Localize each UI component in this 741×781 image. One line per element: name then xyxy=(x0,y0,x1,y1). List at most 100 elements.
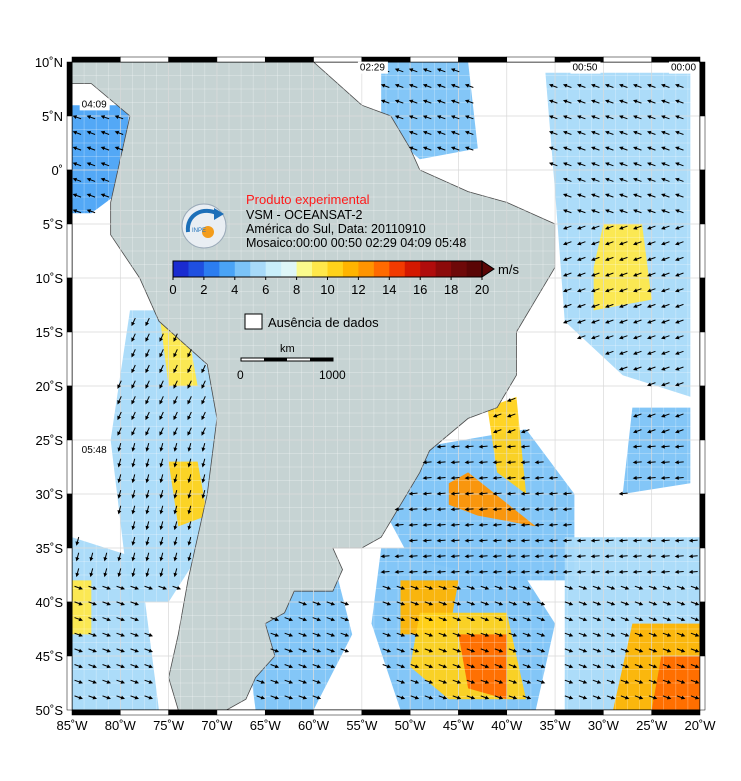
wind-arrow xyxy=(632,350,642,355)
wind-arrow xyxy=(690,632,700,637)
pass-time-label: 05:48 xyxy=(82,445,107,456)
wind-arrow xyxy=(576,162,586,167)
wind-arrow xyxy=(647,319,656,324)
wind-arrow xyxy=(436,444,446,449)
lat-tick-label: 35˚S xyxy=(36,541,64,556)
wind-arrow xyxy=(145,489,150,499)
wind-arrow xyxy=(187,411,192,421)
wind-arrow xyxy=(604,538,614,543)
wind-arrow xyxy=(562,272,572,277)
scale-start: 0 xyxy=(237,368,244,382)
wind-arrow xyxy=(424,617,434,622)
wind-arrow xyxy=(534,475,544,480)
lat-tick-label: 50˚S xyxy=(36,703,64,718)
wind-arrow xyxy=(646,538,656,543)
lon-tick-label: 55˚W xyxy=(346,718,378,733)
wind-arrow xyxy=(647,382,656,387)
colorbar-swatch xyxy=(312,261,328,277)
wind-arrow xyxy=(534,538,544,543)
wind-arrow xyxy=(298,679,308,684)
wind-arrow xyxy=(382,617,392,622)
wind-arrow xyxy=(117,458,122,468)
wind-arrow xyxy=(618,99,628,104)
wind-arrow xyxy=(634,617,644,622)
wind-arrow xyxy=(508,679,518,684)
wind-arrow xyxy=(187,505,192,515)
wind-arrow xyxy=(464,507,474,512)
wind-arrow xyxy=(436,569,446,574)
wind-arrow xyxy=(450,491,460,496)
wind-arrow xyxy=(396,617,406,622)
wind-arrow xyxy=(464,538,474,543)
lat-tick-label: 30˚S xyxy=(36,487,64,502)
wind-arrow xyxy=(145,521,150,531)
wind-arrow xyxy=(436,475,446,480)
wind-arrow xyxy=(494,632,504,637)
wind-arrow xyxy=(173,349,178,358)
wind-arrow xyxy=(408,99,418,104)
wind-arrow xyxy=(592,679,602,684)
wind-arrow xyxy=(464,522,474,527)
lon-tick-label: 25˚W xyxy=(636,718,668,733)
wind-arrow xyxy=(576,303,586,308)
wind-arrow xyxy=(508,664,518,669)
wind-arrow xyxy=(117,568,122,578)
wind-arrow xyxy=(604,303,614,308)
wind-arrow xyxy=(464,99,474,104)
wind-arrow xyxy=(662,648,672,653)
wind-arrow xyxy=(396,632,406,637)
wind-arrow xyxy=(660,444,670,449)
wind-arrow xyxy=(520,444,530,449)
wind-arrow xyxy=(564,679,574,684)
wind-arrow xyxy=(506,444,516,449)
wind-arrow xyxy=(117,552,122,562)
wind-arrow xyxy=(648,617,658,622)
wind-arrow xyxy=(450,538,460,543)
wind-arrow xyxy=(648,695,658,700)
lat-tick-label: 10˚N xyxy=(35,55,63,70)
wind-arrow xyxy=(508,632,518,637)
wind-arrow xyxy=(604,99,614,104)
wind-arrow xyxy=(270,695,280,700)
wind-arrow xyxy=(618,115,628,120)
wind-arrow xyxy=(382,648,392,653)
wind-arrow xyxy=(508,617,518,622)
wind-arrow xyxy=(131,396,136,405)
wind-arrow xyxy=(548,99,558,104)
wind-arrow xyxy=(534,554,544,559)
wind-arrow xyxy=(159,364,164,374)
wind-arrow xyxy=(102,679,111,684)
wind-arrow xyxy=(74,585,83,590)
wind-arrow xyxy=(422,554,432,559)
wind-arrow xyxy=(606,664,616,669)
wind-arrow xyxy=(632,115,642,120)
wind-arrow xyxy=(173,505,178,515)
wind-arrow xyxy=(618,256,628,261)
lon-tick-label: 85˚W xyxy=(56,718,88,733)
wind-arrow xyxy=(492,554,502,559)
wind-arrow xyxy=(130,585,140,590)
wind-arrow xyxy=(661,146,670,151)
wind-arrow xyxy=(130,695,140,700)
wind-arrow xyxy=(675,319,684,324)
wind-arrow xyxy=(145,396,150,405)
wind-arrow xyxy=(494,601,504,606)
wind-arrow xyxy=(578,601,588,606)
lat-tick-label: 10˚S xyxy=(36,271,64,286)
wind-arrow xyxy=(647,303,656,308)
colorbar-swatch xyxy=(281,261,297,277)
wind-arrow xyxy=(604,350,614,355)
wind-arrow xyxy=(117,380,122,389)
wind-arrow xyxy=(604,209,614,214)
wind-arrow xyxy=(604,225,614,230)
wind-arrow xyxy=(436,68,446,73)
wind-arrow xyxy=(662,679,672,684)
lon-tick-label: 65˚W xyxy=(250,718,282,733)
wind-arrow xyxy=(590,241,600,246)
wind-arrow xyxy=(562,115,572,120)
wind-arrow xyxy=(675,382,684,387)
pass-time-label: 04:09 xyxy=(82,99,107,110)
wind-arrow xyxy=(74,679,83,684)
wind-arrow xyxy=(604,256,614,261)
wind-arrow xyxy=(326,617,336,622)
